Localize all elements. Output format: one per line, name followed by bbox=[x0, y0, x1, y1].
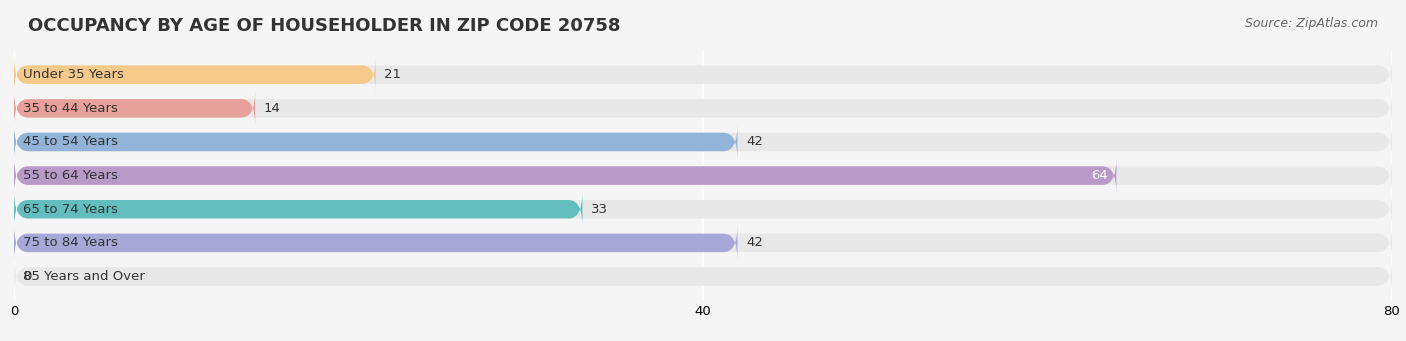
Text: 65 to 74 Years: 65 to 74 Years bbox=[22, 203, 118, 216]
FancyBboxPatch shape bbox=[14, 158, 1116, 193]
Text: 75 to 84 Years: 75 to 84 Years bbox=[22, 236, 118, 249]
FancyBboxPatch shape bbox=[14, 158, 1392, 193]
Text: 0: 0 bbox=[22, 270, 31, 283]
Text: 42: 42 bbox=[747, 135, 763, 148]
Text: 35 to 44 Years: 35 to 44 Years bbox=[22, 102, 118, 115]
Text: 85 Years and Over: 85 Years and Over bbox=[22, 270, 145, 283]
FancyBboxPatch shape bbox=[14, 225, 1392, 261]
Text: 64: 64 bbox=[1091, 169, 1108, 182]
FancyBboxPatch shape bbox=[14, 192, 1392, 227]
Text: 42: 42 bbox=[747, 236, 763, 249]
Text: 14: 14 bbox=[264, 102, 281, 115]
FancyBboxPatch shape bbox=[14, 91, 256, 126]
FancyBboxPatch shape bbox=[14, 124, 738, 160]
Text: Under 35 Years: Under 35 Years bbox=[22, 68, 124, 81]
FancyBboxPatch shape bbox=[14, 91, 1392, 126]
FancyBboxPatch shape bbox=[14, 192, 582, 227]
FancyBboxPatch shape bbox=[14, 57, 1392, 92]
Text: 21: 21 bbox=[384, 68, 401, 81]
Text: 45 to 54 Years: 45 to 54 Years bbox=[22, 135, 118, 148]
Text: Source: ZipAtlas.com: Source: ZipAtlas.com bbox=[1244, 17, 1378, 30]
Text: OCCUPANCY BY AGE OF HOUSEHOLDER IN ZIP CODE 20758: OCCUPANCY BY AGE OF HOUSEHOLDER IN ZIP C… bbox=[28, 17, 620, 35]
Text: 55 to 64 Years: 55 to 64 Years bbox=[22, 169, 118, 182]
FancyBboxPatch shape bbox=[14, 225, 738, 261]
FancyBboxPatch shape bbox=[14, 57, 375, 92]
FancyBboxPatch shape bbox=[14, 259, 1392, 294]
FancyBboxPatch shape bbox=[14, 124, 1392, 160]
Text: 33: 33 bbox=[591, 203, 607, 216]
